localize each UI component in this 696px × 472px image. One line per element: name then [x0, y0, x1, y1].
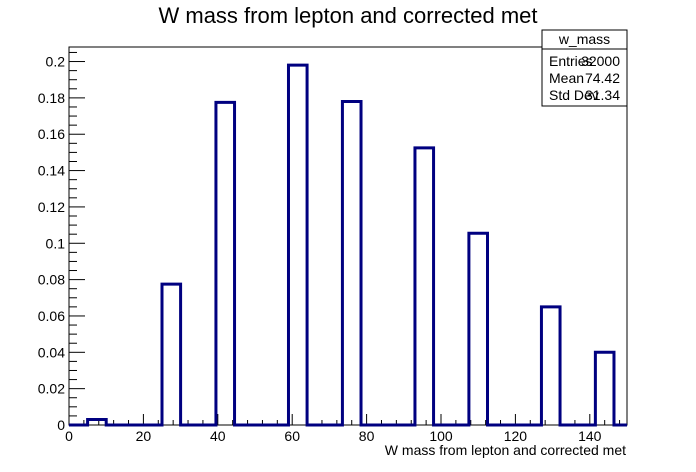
stats-box-frame — [541, 29, 628, 107]
plot-frame — [68, 46, 628, 426]
y-tick-label: 0.12 — [38, 199, 65, 215]
x-axis-title: W mass from lepton and corrected met — [385, 442, 626, 458]
y-tick-label: 0.14 — [38, 163, 65, 179]
x-tick-label: 140 — [578, 428, 602, 444]
y-tick-label: 0.1 — [46, 235, 66, 251]
y-tick-label: 0 — [57, 417, 65, 433]
x-tick-label: 60 — [284, 428, 300, 444]
chart-title: W mass from lepton and corrected met — [158, 3, 537, 28]
stats-stddev-label: Std Dev — [549, 87, 599, 103]
y-tick-label: 0.2 — [46, 54, 66, 70]
y-tick-label: 0.06 — [38, 308, 65, 324]
y-tick-label: 0.18 — [38, 90, 65, 106]
y-tick-label: 0.04 — [38, 344, 65, 360]
x-tick-label: 0 — [65, 428, 73, 444]
x-tick-label: 100 — [429, 428, 453, 444]
x-tick-label: 120 — [504, 428, 528, 444]
y-tick-label: 0.08 — [38, 272, 65, 288]
stats-stddev-value: 31.34 — [585, 87, 620, 103]
x-tick-label: 80 — [359, 428, 375, 444]
y-tick-label: 0.16 — [38, 126, 65, 142]
stats-entries-label: Entries — [549, 53, 593, 69]
histogram-line — [69, 63, 627, 427]
stats-mean-label: Mean — [549, 70, 584, 86]
stats-box: w_mass Entries 32000 Mean 74.42 Std Dev … — [541, 29, 628, 107]
y-axis: 0 0.02 0.04 0.06 0.08 0.1 0.12 0.14 0.16 0.18 0.2 — [38, 51, 85, 433]
x-tick-label: 40 — [210, 428, 226, 444]
x-tick-label: 20 — [136, 428, 152, 444]
y-tick-label: 0.02 — [38, 381, 65, 397]
stats-box-name: w_mass — [558, 31, 610, 47]
stats-entries-value: 32000 — [581, 53, 620, 69]
stats-mean-value: 74.42 — [585, 70, 620, 86]
